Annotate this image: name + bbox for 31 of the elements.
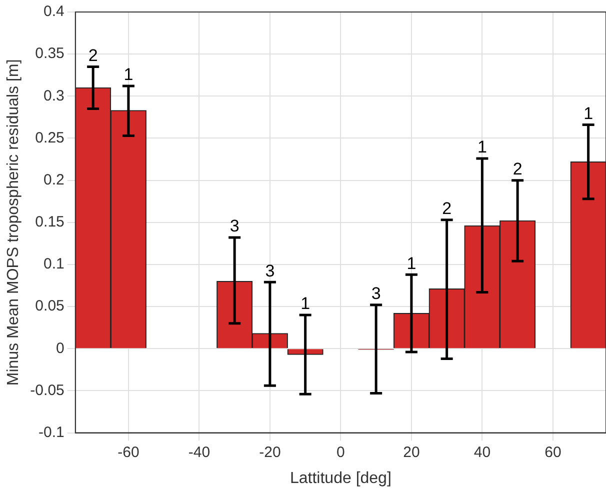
annotation: 2	[442, 199, 452, 218]
annotation: 2	[512, 160, 522, 179]
annotation: 1	[124, 65, 134, 84]
y-tick-label: 0.15	[35, 214, 64, 231]
x-tick-label: -40	[188, 444, 210, 461]
x-tick-label: -20	[259, 444, 281, 461]
annotation: 2	[88, 46, 98, 65]
y-tick-label: -0.1	[38, 424, 64, 441]
y-tick-label: 0.25	[35, 129, 64, 146]
y-tick-label: 0.2	[44, 171, 64, 188]
y-tick-label: 0	[56, 340, 64, 357]
y-tick-label: -0.05	[30, 382, 64, 399]
y-tick-label: 0.05	[35, 298, 64, 315]
annotation: 3	[265, 261, 275, 280]
annotation: 1	[584, 104, 594, 123]
y-tick-label: 0.4	[44, 3, 64, 20]
x-tick-label: 0	[336, 444, 345, 461]
y-tick-label: 0.35	[35, 45, 64, 62]
annotation: 3	[371, 284, 381, 304]
y-tick-label: 0.1	[44, 256, 64, 273]
y-axis-title: Minus Mean MOPS tropospheric residuals [m]	[5, 59, 22, 386]
x-tick-label: -60	[118, 444, 140, 461]
y-tick-label: 0.3	[44, 87, 64, 104]
x-axis-title: Lattitude [deg]	[290, 470, 392, 487]
x-tick-label: 60	[544, 444, 562, 461]
annotation: 1	[406, 254, 416, 273]
annotation: 1	[477, 138, 487, 157]
annotation: 3	[230, 216, 240, 236]
annotation: 1	[300, 294, 310, 314]
x-tick-label: 40	[474, 444, 491, 461]
x-tick-label: 20	[403, 444, 420, 461]
